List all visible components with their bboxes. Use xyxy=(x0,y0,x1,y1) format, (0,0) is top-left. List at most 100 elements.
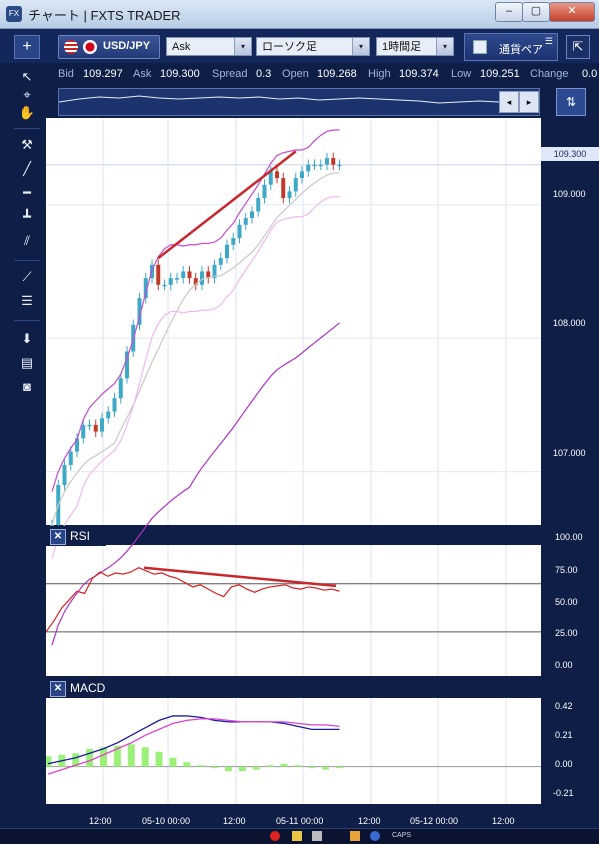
close-icon[interactable]: ✕ xyxy=(50,529,66,545)
hand-icon[interactable]: ✋ xyxy=(18,105,36,120)
jp-flag-icon xyxy=(83,40,97,54)
time-tick-label: 05-10 00:00 xyxy=(142,816,191,826)
add-chart-button[interactable]: + xyxy=(14,35,40,59)
symbol-label: USD/JPY xyxy=(103,40,151,52)
macd-histogram-bar xyxy=(211,766,219,769)
candle xyxy=(225,244,229,259)
candle xyxy=(243,218,248,225)
price-tick-label: 109.000 xyxy=(553,189,586,199)
candle xyxy=(281,178,286,199)
bid-value: 109.297 xyxy=(83,68,123,80)
tray-icon[interactable] xyxy=(350,831,360,841)
rsi-tick-label: 75.00 xyxy=(555,565,578,575)
candle xyxy=(118,378,123,399)
macd-histogram-bar xyxy=(72,753,80,767)
list-icon[interactable]: ▤ xyxy=(20,355,34,370)
long-average-line xyxy=(51,322,340,646)
help-icon[interactable] xyxy=(370,831,380,841)
time-axis xyxy=(46,804,541,828)
candle xyxy=(156,264,161,285)
drawing-tools: ↖ ⌖ ✋ ⚒ ╱ ━ ┻ ⫽ ⟋ ☰ ⬇ ▤ ◙ xyxy=(0,66,46,844)
low-label: Low xyxy=(451,68,472,80)
macd-line xyxy=(47,715,340,765)
quote-bar: Bid 109.297 Ask 109.300 Spread 0.3 Open … xyxy=(46,64,599,84)
maximize-button[interactable]: ▢ xyxy=(522,2,550,22)
close-icon[interactable]: ✕ xyxy=(50,681,66,697)
candle xyxy=(331,158,336,165)
chart-area[interactable] xyxy=(46,118,541,828)
candle xyxy=(218,258,223,265)
macd-histogram-bar xyxy=(169,757,177,767)
candle xyxy=(287,191,292,199)
channel-icon[interactable]: ⫽ xyxy=(24,233,30,248)
close-button[interactable]: ✕ xyxy=(549,2,595,22)
candle xyxy=(93,424,98,432)
chart-type-select[interactable]: ローソク足 ▾ xyxy=(256,37,370,56)
undock-icon[interactable]: ⇱ xyxy=(566,35,590,59)
symbol-button[interactable]: USD/JPY xyxy=(58,35,160,59)
currency-pair-label: 通貨ペア xyxy=(499,44,543,56)
hammer-icon[interactable]: ⚒ xyxy=(21,137,33,152)
macd-histogram-bar xyxy=(46,756,52,767)
macd-chart xyxy=(46,715,541,775)
timeframe-select[interactable]: 1時間足 ▾ xyxy=(376,37,454,56)
macd-histogram-bar xyxy=(322,766,330,770)
crosshair-pointer-icon[interactable]: ⌖ xyxy=(23,87,31,102)
pointer-icon[interactable]: ↖ xyxy=(21,69,33,84)
candle xyxy=(300,171,304,179)
candle xyxy=(81,424,86,439)
horizontal-line-icon[interactable]: ━ xyxy=(23,185,31,200)
candle xyxy=(206,271,211,279)
candle xyxy=(193,278,198,285)
currency-pair-button[interactable]: 通貨ペア ☰ xyxy=(464,33,558,61)
fibonacci-icon[interactable]: ☰ xyxy=(21,293,33,308)
fan-icon[interactable]: ⟋ xyxy=(22,269,32,284)
macd-histogram-bar xyxy=(113,745,121,767)
candle xyxy=(175,278,179,280)
rsi-tick-label: 100.00 xyxy=(555,532,583,542)
download-icon[interactable]: ⬇ xyxy=(21,331,33,346)
main-chart xyxy=(50,129,342,646)
scroll-left-icon[interactable]: ◂ xyxy=(499,91,519,113)
trendline-icon[interactable]: ╱ xyxy=(23,161,31,176)
candle xyxy=(137,298,142,325)
vertical-line-icon[interactable]: ┻ xyxy=(23,209,31,224)
minimize-button[interactable]: ‒ xyxy=(495,2,523,22)
camera-icon[interactable]: ◙ xyxy=(23,379,31,394)
chart-canvas[interactable] xyxy=(46,118,541,828)
moving-average-line xyxy=(51,171,340,526)
macd-histogram-bar xyxy=(141,747,149,767)
time-tick-label: 05-12 00:00 xyxy=(410,816,459,826)
signal-line xyxy=(47,718,340,775)
candle xyxy=(318,164,323,167)
spread-label: Spread xyxy=(212,68,248,80)
macd-tick-label: 0.00 xyxy=(555,759,573,769)
caps-indicator: CAPS xyxy=(392,832,412,839)
navigator-toggle-icon[interactable]: ⇅ xyxy=(556,88,586,116)
candle xyxy=(250,211,254,219)
scroll-right-icon[interactable]: ▸ xyxy=(519,91,539,113)
macd-histogram-bar xyxy=(252,766,260,770)
ask-label: Ask xyxy=(133,68,152,80)
tool-separator xyxy=(14,260,40,261)
trend-line xyxy=(157,150,297,260)
macd-histogram-bar xyxy=(336,766,343,769)
candle xyxy=(168,278,173,285)
candle xyxy=(143,278,148,299)
tray-icon[interactable] xyxy=(292,831,302,841)
price-scale xyxy=(541,118,599,828)
spread-value: 0.3 xyxy=(256,68,272,80)
tray-icon[interactable] xyxy=(312,831,322,841)
time-tick-label: 12:00 xyxy=(358,816,381,826)
pane-separator xyxy=(46,676,541,698)
candle xyxy=(125,351,129,379)
macd-histogram-bar xyxy=(127,744,135,767)
candle xyxy=(262,184,267,199)
title-bar[interactable]: FX チャート | FXTS TRADER ‒ ▢ ✕ xyxy=(0,0,599,29)
high-value: 109.374 xyxy=(399,68,439,80)
chart-navigator[interactable]: ◂ ▸ xyxy=(58,88,540,116)
rsi-label: RSI xyxy=(70,529,91,543)
price-side-select[interactable]: Ask ▾ xyxy=(166,37,252,56)
tray-icon[interactable] xyxy=(270,831,280,841)
candle xyxy=(268,171,273,185)
